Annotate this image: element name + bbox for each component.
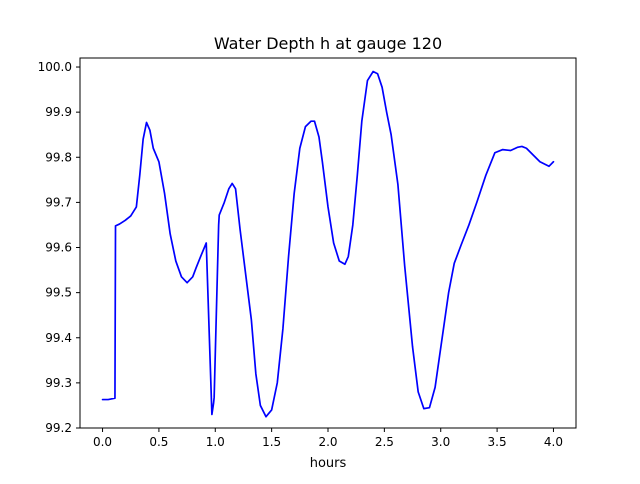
x-tick-label: 3.5	[488, 435, 507, 449]
x-tick-label: 1.5	[262, 435, 281, 449]
y-tick-label: 99.2	[45, 421, 72, 435]
y-tick-label: 99.4	[45, 331, 72, 345]
y-tick-label: 100.0	[38, 60, 72, 74]
y-axis: 99.2 99.3 99.4 99.5 99.6 99.7 99.8 99.9 100.0	[38, 60, 80, 435]
x-axis: 0.0 0.5 1.0 1.5 2.0 2.5 3.0 3.5 4.0	[93, 428, 563, 449]
x-tick-label: 0.0	[93, 435, 112, 449]
x-tick-label: 2.5	[375, 435, 394, 449]
y-tick-label: 99.8	[45, 150, 72, 164]
y-tick-label: 99.6	[45, 241, 72, 255]
y-tick-label: 99.7	[45, 195, 72, 209]
x-axis-label: hours	[310, 456, 347, 471]
x-tick-label: 2.0	[318, 435, 337, 449]
y-tick-label: 99.9	[45, 105, 72, 119]
chart-title: Water Depth h at gauge 120	[214, 34, 442, 53]
x-tick-label: 1.0	[206, 435, 225, 449]
x-tick-label: 4.0	[544, 435, 563, 449]
series-line-0	[101, 70, 555, 418]
x-tick-label: 0.5	[149, 435, 168, 449]
y-tick-label: 99.3	[45, 376, 72, 390]
y-tick-label: 99.5	[45, 286, 72, 300]
x-tick-label: 3.0	[431, 435, 450, 449]
